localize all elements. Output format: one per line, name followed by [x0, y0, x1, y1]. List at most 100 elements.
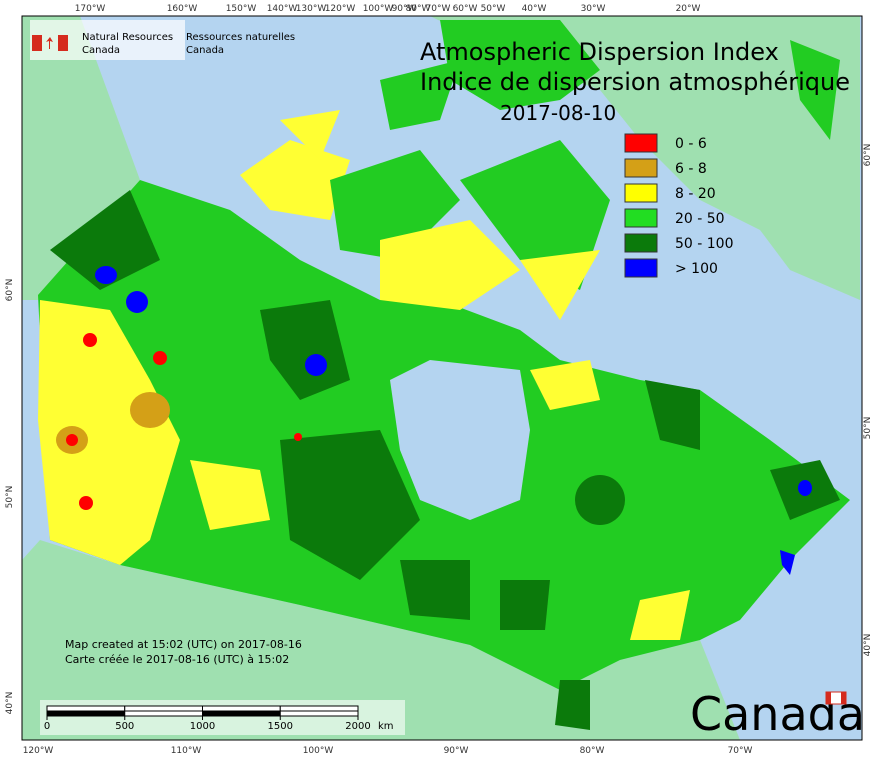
title-en: Atmospheric Dispersion Index: [420, 38, 779, 66]
greenland-north-coast: [440, 20, 600, 110]
legend-label: 0 - 6: [675, 136, 707, 152]
longitude-label: 140°W: [267, 4, 298, 14]
legend-label: 50 - 100: [675, 236, 734, 252]
greenland: [430, 16, 860, 300]
scale-segment: [279, 710, 359, 717]
longitude-label: 50°W: [481, 4, 506, 14]
high-index-zone: [500, 580, 550, 630]
note: Carte créée le 2017-08-16 (UTC) à 15:02: [65, 653, 289, 666]
longitude-label: 80°W: [580, 746, 605, 756]
hudson-bay: [390, 360, 530, 520]
legend-label: 6 - 8: [675, 161, 707, 177]
high-index-zone: [645, 380, 700, 450]
flag-leaf: [46, 37, 53, 49]
high-index-zone: [50, 190, 160, 290]
scale-segment: [124, 710, 203, 717]
longitude-label: 60°W: [453, 4, 478, 14]
note: Map created at 15:02 (UTC) on 2017-08-16: [65, 638, 302, 651]
low-index-zone: [630, 590, 690, 640]
legend-swatch: [624, 158, 658, 178]
index-spot: [79, 496, 93, 510]
scale-label: 1000: [190, 721, 215, 732]
longitude-label: 170°W: [75, 4, 106, 14]
index-spot: [798, 480, 812, 496]
agency-en: Natural Resources: [82, 32, 173, 43]
arctic-island: [240, 140, 350, 220]
longitude-label: 110°W: [171, 746, 202, 756]
legend-swatch: [624, 183, 658, 203]
title-fr: Indice de dispersion atmosphérique: [420, 68, 850, 96]
baffin-island: [460, 140, 610, 290]
header-background: [30, 20, 185, 60]
scale-segment: [279, 705, 359, 712]
latitude-label: 50°N: [5, 486, 15, 509]
alaska: [22, 16, 140, 300]
latitude-label: 40°N: [5, 692, 15, 715]
index-spot: [294, 433, 302, 441]
longitude-label: 160°W: [167, 4, 198, 14]
ellesmere-island: [380, 60, 460, 130]
map-frame: [21, 15, 863, 741]
scale-label: 2000: [345, 721, 370, 732]
index-spot: [130, 392, 170, 428]
scale-label: 0: [44, 721, 50, 732]
scale-label: 1500: [268, 721, 293, 732]
legend: 0 - 6 6 - 8 8 - 20 20 - 50 50 - 100 > 100: [624, 133, 734, 278]
latitude-label: 60°N: [863, 144, 873, 167]
longitude-label: 70°W: [426, 4, 451, 14]
low-index-zone: [190, 460, 270, 530]
high-index-zone: [575, 475, 625, 525]
high-index-zone: [280, 430, 420, 580]
longitude-label: 100°W: [303, 746, 334, 756]
agency-fr: Ressources naturelles: [186, 32, 295, 43]
longitude-label: 80°W: [406, 4, 431, 14]
scale-bar: 0 500 1000 1500 2000 km: [40, 700, 405, 735]
agency-fr: Canada: [186, 45, 224, 56]
legend-swatch: [624, 133, 658, 153]
arctic-island: [520, 250, 600, 320]
index-spot: [780, 550, 795, 575]
longitude-label: 20°W: [676, 4, 701, 14]
scale-segment: [46, 710, 126, 717]
greenland-east-coast: [790, 40, 840, 140]
scale-segment: [46, 705, 126, 712]
index-spot: [66, 434, 78, 446]
latitude-label: 50°N: [863, 417, 873, 440]
legend-label: 20 - 50: [675, 211, 725, 227]
high-index-zone: [260, 300, 350, 400]
wordmark-flag: [826, 692, 831, 704]
arctic-island: [380, 220, 520, 310]
longitude-label: 120°W: [23, 746, 54, 756]
index-spot: [305, 354, 327, 376]
longitude-label: 130°W: [296, 4, 327, 14]
longitude-label: 120°W: [325, 4, 356, 14]
scale-segment: [202, 710, 281, 717]
agency-en: Canada: [82, 45, 120, 56]
index-spot: [153, 351, 167, 365]
index-spot: [126, 291, 148, 313]
date: 2017-08-10: [500, 101, 616, 125]
scale-segment: [124, 705, 203, 712]
index-spot: [83, 333, 97, 347]
wordmark-flag: [841, 692, 846, 704]
low-index-zone: [38, 300, 180, 565]
arctic-island: [280, 110, 340, 160]
longitude-label: 150°W: [226, 4, 257, 14]
scale-unit: km: [378, 721, 394, 732]
legend-label: 8 - 20: [675, 186, 716, 202]
flag-bar: [58, 35, 68, 51]
low-index-zone: [530, 360, 600, 410]
high-index-zone: [555, 680, 590, 730]
longitude-label: 100°W: [363, 4, 394, 14]
scale-segment: [202, 705, 281, 712]
flag-bar: [32, 35, 42, 51]
high-index-zone: [400, 560, 470, 620]
longitude-label: 90°W: [392, 4, 417, 14]
latitude-label: 40°N: [863, 634, 873, 657]
legend-swatch: [624, 208, 658, 228]
longitude-label: 90°W: [444, 746, 469, 756]
longitude-label: 40°W: [522, 4, 547, 14]
